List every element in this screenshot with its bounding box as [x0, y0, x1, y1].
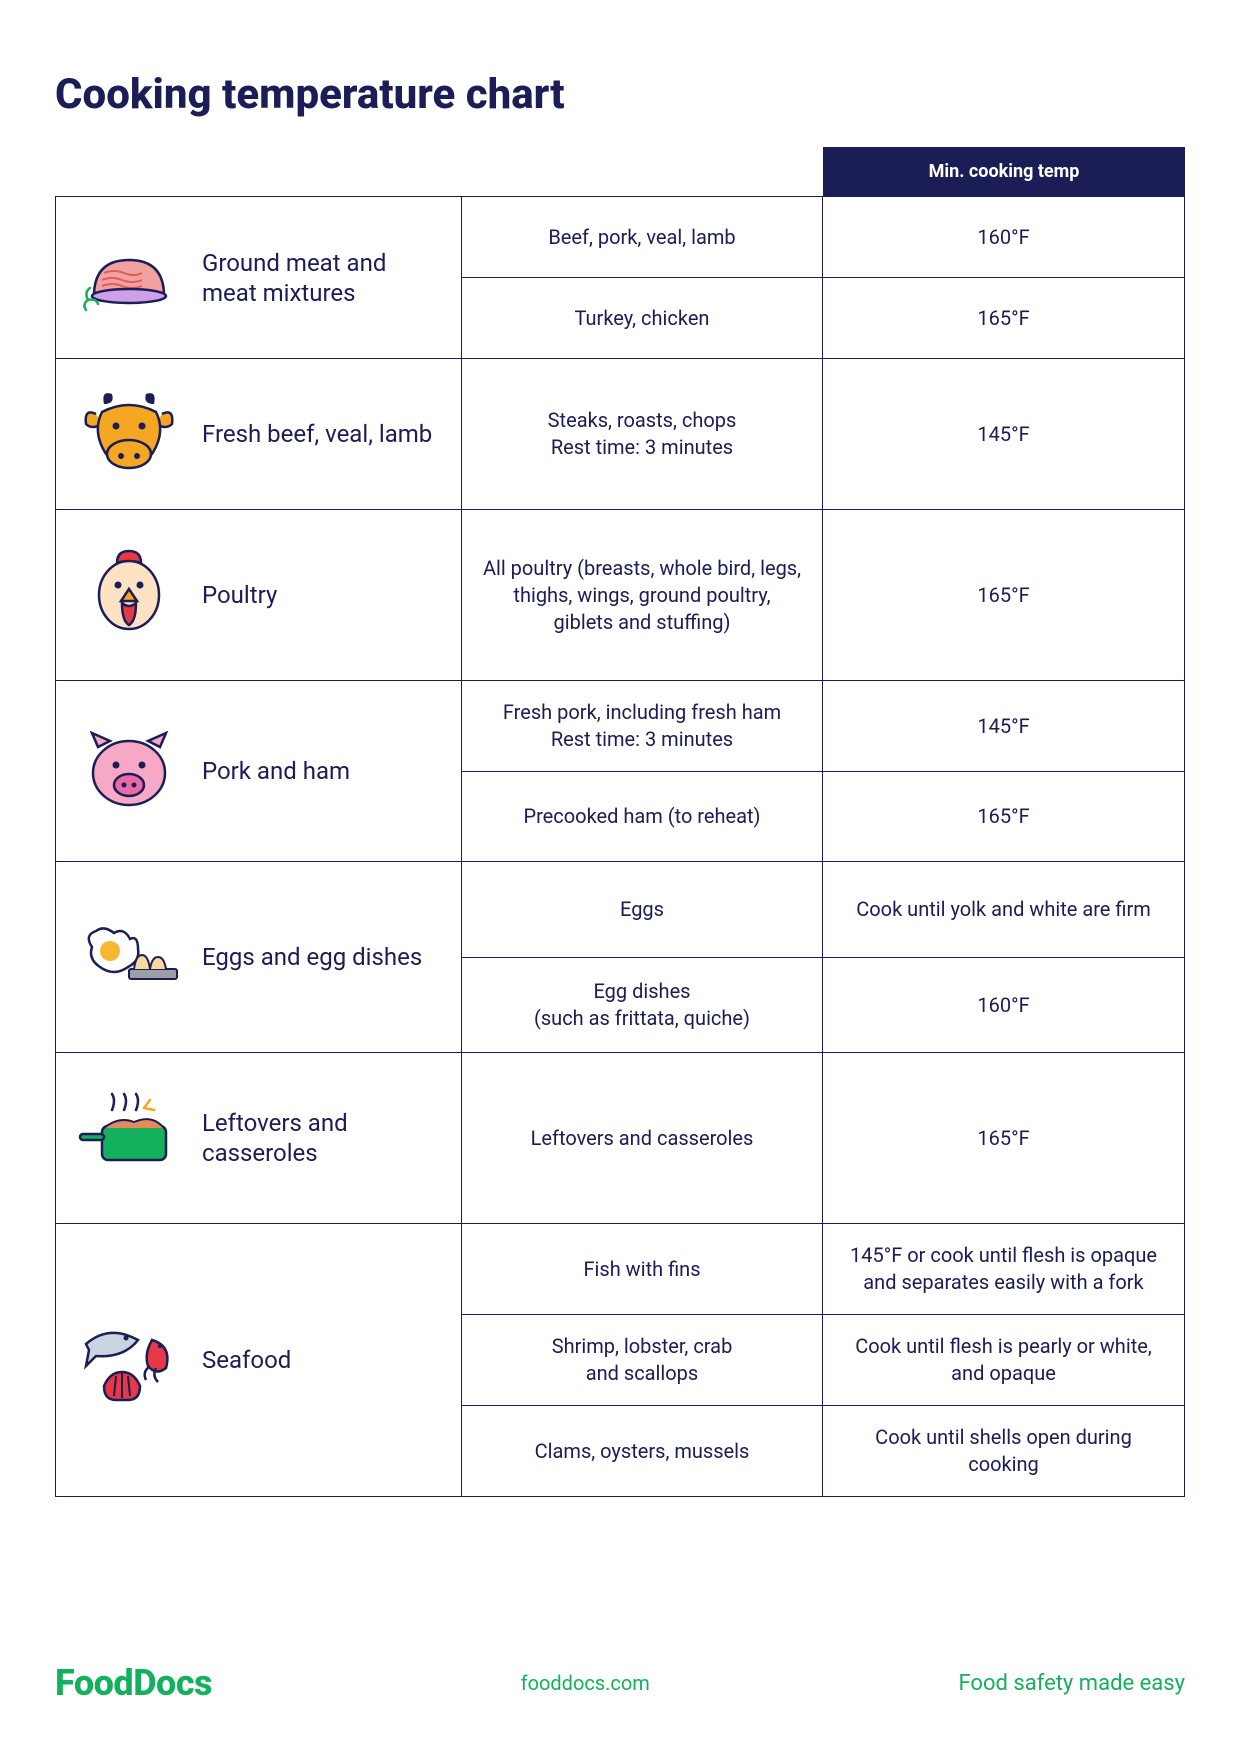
category-cell: Seafood	[56, 1224, 462, 1496]
section-fresh-beef: Fresh beef, veal, lamb Steaks, roasts, c…	[56, 358, 1185, 509]
temperature-table: Ground meat and meat mixtures Beef, pork…	[55, 196, 1185, 1497]
egg-icon	[74, 907, 184, 1007]
item-cell: Turkey, chicken	[462, 278, 823, 358]
item-cell: Precooked ham (to reheat)	[462, 772, 823, 861]
header-min-temp: Min. cooking temp	[823, 147, 1185, 196]
section-eggs: Eggs and egg dishes Eggs Cook until yolk…	[56, 861, 1185, 1052]
table-row: Fish with fins 145°F or cook until flesh…	[462, 1224, 1185, 1314]
table-row: All poultry (breasts, whole bird, legs, …	[462, 510, 1185, 680]
temp-cell: 165°F	[823, 278, 1185, 358]
table-row: Shrimp, lobster, craband scallops Cook u…	[462, 1314, 1185, 1405]
category-cell: Ground meat and meat mixtures	[56, 197, 462, 358]
item-cell: Egg dishes(such as frittata, quiche)	[462, 958, 823, 1052]
item-cell: Leftovers and casseroles	[462, 1053, 823, 1223]
category-label: Poultry	[202, 580, 277, 610]
category-label: Leftovers and casseroles	[202, 1108, 443, 1168]
table-row: Eggs Cook until yolk and white are firm	[462, 862, 1185, 957]
category-cell: Pork and ham	[56, 681, 462, 861]
category-label: Eggs and egg dishes	[202, 942, 422, 972]
category-label: Seafood	[202, 1345, 291, 1375]
temp-cell: 160°F	[823, 197, 1185, 277]
temp-cell: Cook until shells open during cooking	[823, 1406, 1185, 1496]
table-row: Precooked ham (to reheat) 165°F	[462, 771, 1185, 861]
table-row: Clams, oysters, mussels Cook until shell…	[462, 1405, 1185, 1496]
pig-icon	[74, 721, 184, 821]
item-cell: Steaks, roasts, chopsRest time: 3 minute…	[462, 359, 823, 509]
temp-cell: Cook until flesh is pearly or white, and…	[823, 1315, 1185, 1405]
cow-icon	[74, 384, 184, 484]
temp-cell: 160°F	[823, 958, 1185, 1052]
chicken-icon	[74, 545, 184, 645]
section-seafood: Seafood Fish with fins 145°F or cook unt…	[56, 1223, 1185, 1496]
brand-logo: FoodDocs	[55, 1662, 212, 1704]
page-title: Cooking temperature chart	[55, 70, 1185, 119]
item-cell: Fresh pork, including fresh hamRest time…	[462, 681, 823, 771]
table-row: Egg dishes(such as frittata, quiche) 160…	[462, 957, 1185, 1052]
category-label: Ground meat and meat mixtures	[202, 248, 443, 308]
section-poultry: Poultry All poultry (breasts, whole bird…	[56, 509, 1185, 680]
table-row: Turkey, chicken 165°F	[462, 277, 1185, 358]
temp-cell: 165°F	[823, 1053, 1185, 1223]
footer-url: fooddocs.com	[521, 1671, 650, 1695]
table-row: Fresh pork, including fresh hamRest time…	[462, 681, 1185, 771]
temp-cell: Cook until yolk and white are firm	[823, 862, 1185, 957]
section-pork: Pork and ham Fresh pork, including fresh…	[56, 680, 1185, 861]
item-cell: Beef, pork, veal, lamb	[462, 197, 823, 277]
temp-cell: 145°F	[823, 681, 1185, 771]
item-cell: Fish with fins	[462, 1224, 823, 1314]
pot-icon	[74, 1088, 184, 1188]
ground-meat-icon	[74, 228, 184, 328]
temp-cell: 145°F or cook until flesh is opaque and …	[823, 1224, 1185, 1314]
temp-cell: 145°F	[823, 359, 1185, 509]
table-row: Leftovers and casseroles 165°F	[462, 1053, 1185, 1223]
temp-cell: 165°F	[823, 772, 1185, 861]
category-cell: Eggs and egg dishes	[56, 862, 462, 1052]
section-ground-meat: Ground meat and meat mixtures Beef, pork…	[56, 196, 1185, 358]
footer-tagline: Food safety made easy	[958, 1671, 1185, 1696]
table-row: Beef, pork, veal, lamb 160°F	[462, 197, 1185, 277]
section-leftovers: Leftovers and casseroles Leftovers and c…	[56, 1052, 1185, 1223]
category-cell: Leftovers and casseroles	[56, 1053, 462, 1223]
table-row: Steaks, roasts, chopsRest time: 3 minute…	[462, 359, 1185, 509]
seafood-icon	[74, 1310, 184, 1410]
footer: FoodDocs fooddocs.com Food safety made e…	[55, 1662, 1185, 1704]
item-cell: All poultry (breasts, whole bird, legs, …	[462, 510, 823, 680]
category-label: Pork and ham	[202, 756, 350, 786]
category-label: Fresh beef, veal, lamb	[202, 419, 432, 449]
item-cell: Clams, oysters, mussels	[462, 1406, 823, 1496]
item-cell: Shrimp, lobster, craband scallops	[462, 1315, 823, 1405]
temp-cell: 165°F	[823, 510, 1185, 680]
category-cell: Fresh beef, veal, lamb	[56, 359, 462, 509]
item-cell: Eggs	[462, 862, 823, 957]
table-header-row: Min. cooking temp	[55, 147, 1185, 196]
category-cell: Poultry	[56, 510, 462, 680]
